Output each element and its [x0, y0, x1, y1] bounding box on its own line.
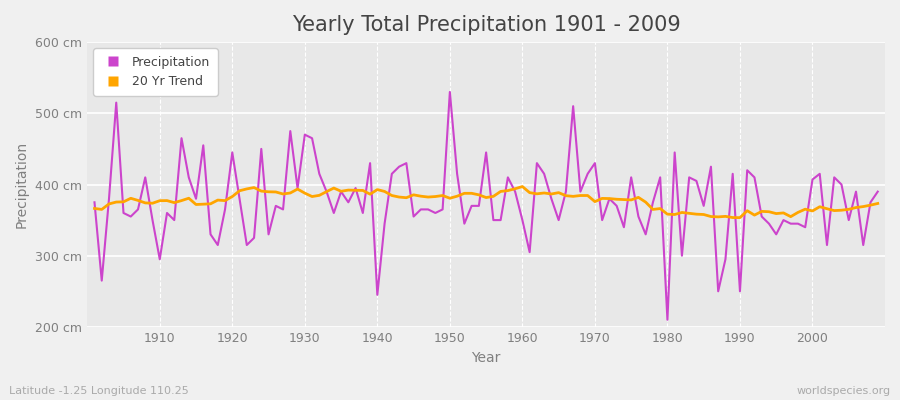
Precipitation	[517, 218, 527, 222]
20 Yr Trend	[307, 194, 318, 199]
20 Yr Trend	[350, 188, 361, 193]
20 Yr Trend	[524, 190, 535, 195]
Precipitation	[307, 136, 318, 141]
Y-axis label: Precipitation: Precipitation	[15, 141, 29, 228]
Precipitation	[350, 186, 361, 190]
Text: worldspecies.org: worldspecies.org	[796, 386, 891, 396]
Legend: Precipitation, 20 Yr Trend: Precipitation, 20 Yr Trend	[94, 48, 218, 96]
Precipitation	[445, 90, 455, 94]
20 Yr Trend	[517, 184, 527, 189]
20 Yr Trend	[509, 186, 520, 191]
Title: Yearly Total Precipitation 1901 - 2009: Yearly Total Precipitation 1901 - 2009	[292, 15, 680, 35]
Text: Latitude -1.25 Longitude 110.25: Latitude -1.25 Longitude 110.25	[9, 386, 189, 396]
Precipitation	[611, 204, 622, 208]
Line: 20 Yr Trend: 20 Yr Trend	[94, 186, 878, 218]
Precipitation	[872, 189, 883, 194]
20 Yr Trend	[147, 201, 158, 206]
Precipitation	[147, 218, 158, 222]
Precipitation	[524, 250, 535, 254]
20 Yr Trend	[89, 206, 100, 211]
Precipitation	[89, 200, 100, 205]
X-axis label: Year: Year	[472, 351, 500, 365]
Line: Precipitation: Precipitation	[94, 92, 878, 320]
20 Yr Trend	[734, 215, 745, 220]
Precipitation	[662, 317, 673, 322]
20 Yr Trend	[611, 197, 622, 202]
20 Yr Trend	[872, 201, 883, 206]
